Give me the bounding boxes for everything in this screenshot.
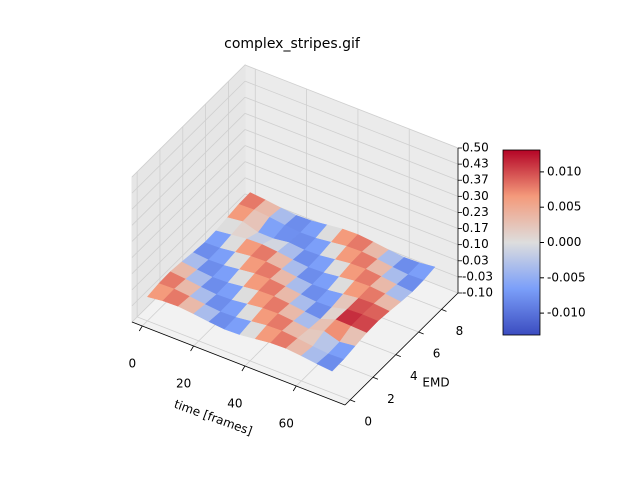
z-tick-label: -0.10 <box>462 286 493 300</box>
axis-line <box>131 321 346 406</box>
colorbar-tick-label: -0.005 <box>547 270 586 284</box>
grid-line <box>244 145 459 229</box>
chart-title: complex_stripes.gif <box>224 36 361 52</box>
grid-line <box>244 129 459 213</box>
grid-line <box>244 96 459 181</box>
tick-mark <box>441 309 447 312</box>
z-tick-label: 0.17 <box>462 221 489 235</box>
colorbar-tick-label: -0.010 <box>547 306 586 320</box>
colorbar-tick-label: 0.005 <box>547 200 581 214</box>
y-tick-label: 8 <box>456 324 464 338</box>
grid-line <box>131 96 246 210</box>
z-tick-label: 0.37 <box>462 173 489 187</box>
z-tick-label: 0.30 <box>462 189 489 203</box>
grid-line <box>244 112 459 197</box>
z-tick-label: 0.10 <box>462 237 489 251</box>
grid-line <box>244 161 459 246</box>
x-tick-label: 60 <box>279 417 294 431</box>
grid-line <box>131 80 246 194</box>
tick-mark <box>395 354 401 358</box>
grid-line <box>244 80 459 165</box>
z-tick-label: 0.43 <box>462 157 489 171</box>
tick-mark <box>418 331 424 335</box>
grid-line <box>131 145 246 258</box>
y-axis-label: EMD <box>422 376 449 390</box>
grid-line <box>136 316 351 401</box>
tick-mark <box>190 345 194 352</box>
grid-line <box>244 64 459 149</box>
grid-line <box>131 129 246 242</box>
grid-line <box>244 177 459 262</box>
y-tick-label: 2 <box>387 392 395 406</box>
y-tick-label: 0 <box>364 414 372 428</box>
y-tick-label: 6 <box>433 347 441 361</box>
grid-line <box>131 161 246 274</box>
grid-line <box>131 113 246 226</box>
grid-line <box>131 64 246 178</box>
axis-line <box>344 292 459 406</box>
z-tick-label: 0.23 <box>462 205 489 219</box>
colorbar-tick-label: 0.010 <box>547 164 581 178</box>
x-tick-label: 20 <box>176 377 191 391</box>
tick-mark <box>349 399 356 403</box>
colorbar-tick-label: 0.000 <box>547 235 581 249</box>
x-tick-label: 0 <box>128 357 136 371</box>
z-tick-label: -0.03 <box>462 269 493 283</box>
tick-mark <box>292 385 297 392</box>
colorbar <box>502 149 541 336</box>
z-tick-label: 0.50 <box>462 141 489 155</box>
grid-line <box>131 193 246 307</box>
tick-mark <box>241 365 246 372</box>
x-tick-label: 40 <box>227 397 242 411</box>
z-tick-label: 0.03 <box>462 253 489 267</box>
tick-mark <box>372 376 379 380</box>
y-tick-label: 4 <box>410 369 418 383</box>
surface-cell <box>316 353 345 372</box>
tick-mark <box>138 325 143 332</box>
grid-line <box>131 177 246 291</box>
